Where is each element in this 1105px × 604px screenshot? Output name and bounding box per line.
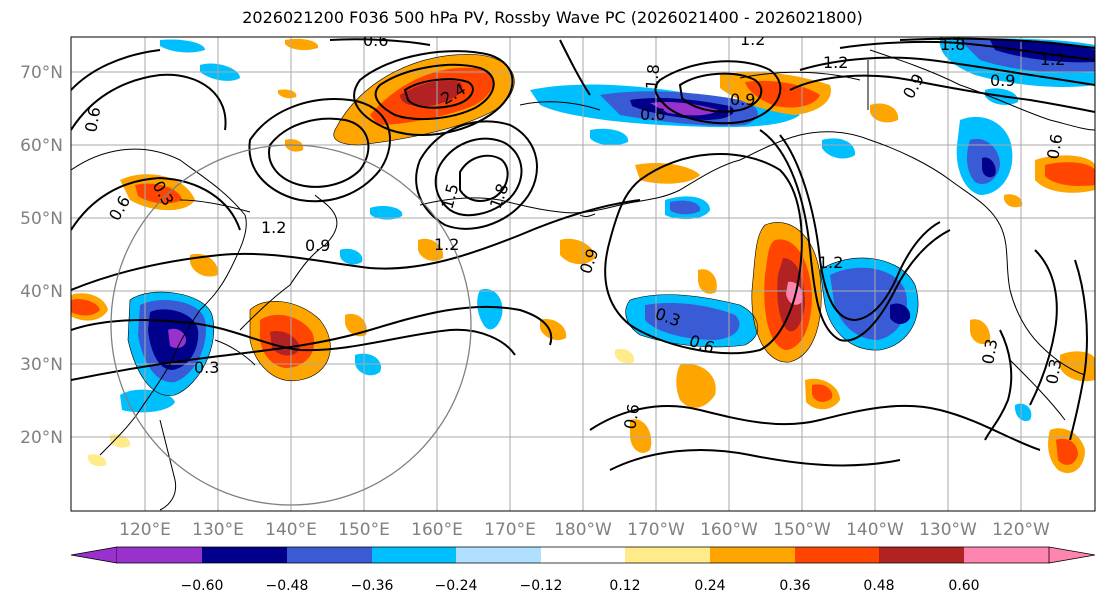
lon-label: 150°E xyxy=(338,520,390,540)
colorbar-tick: 0.24 xyxy=(694,578,725,594)
colorbar-tick: −0.12 xyxy=(520,578,563,594)
colorbar-swatch xyxy=(287,547,372,563)
colorbar-tick: −0.36 xyxy=(351,578,394,594)
contour-label: 1.2 xyxy=(1040,50,1065,69)
contour-label: 0.6 xyxy=(640,105,665,124)
colorbar-swatch xyxy=(372,547,456,563)
map-title: 2026021200 F036 500 hPa PV, Rossby Wave … xyxy=(242,8,863,27)
lon-label: 130°W xyxy=(919,520,977,540)
contour-label: 0.3 xyxy=(978,337,1001,365)
contour-label: 1.2 xyxy=(434,235,459,254)
lat-label: 70°N xyxy=(20,63,63,83)
negative-anomaly-shading xyxy=(120,38,1095,422)
colorbar-tick: 0.12 xyxy=(609,578,640,594)
colorbar-swatch xyxy=(879,547,964,563)
contour-label: 0.6 xyxy=(363,31,388,50)
contour-label: 1.2 xyxy=(261,218,286,237)
lon-label: 180°W xyxy=(554,520,612,540)
contour-label: 0.6 xyxy=(81,105,104,133)
colorbar-swatch xyxy=(117,547,202,563)
lon-label: 170°E xyxy=(484,520,536,540)
colorbar-swatch xyxy=(795,547,879,563)
colorbar-swatch xyxy=(456,547,541,563)
contour-label: 0.3 xyxy=(194,358,219,377)
contour-label: 1.2 xyxy=(823,53,848,72)
colorbar-tick: −0.60 xyxy=(181,578,224,594)
lon-label: 120°E xyxy=(119,520,171,540)
contour-label: 1.8 xyxy=(642,63,663,90)
map-frame xyxy=(70,36,1096,512)
longitude-labels: 120°E 130°E 140°E 150°E 160°E 170°E 180°… xyxy=(119,520,1050,540)
lon-label: 130°E xyxy=(192,520,244,540)
colorbar-swatch xyxy=(964,547,1049,563)
colorbar-tick: −0.48 xyxy=(266,578,309,594)
contour-label: 1.5 xyxy=(936,25,961,44)
colorbar: −0.60 −0.48 −0.36 −0.24 −0.12 0.12 0.24 … xyxy=(70,546,1096,594)
lon-label: 120°W xyxy=(992,520,1050,540)
colorbar-swatch xyxy=(710,547,795,563)
latitude-labels: 70°N 60°N 50°N 40°N 30°N 20°N xyxy=(20,63,63,448)
lon-label: 140°E xyxy=(265,520,317,540)
contour-label: 1.8 xyxy=(940,35,965,54)
colorbar-tick: 0.60 xyxy=(948,578,979,594)
graticule xyxy=(71,37,1095,511)
contour-label: 0.9 xyxy=(990,71,1015,90)
colorbar-tick: −0.24 xyxy=(435,578,478,594)
lon-label: 170°W xyxy=(627,520,685,540)
lon-label: 150°W xyxy=(773,520,831,540)
lat-label: 30°N xyxy=(20,355,63,375)
positive-anomaly-shading xyxy=(71,38,1095,474)
colorbar-swatch xyxy=(1048,546,1096,564)
contour-label: 0.9 xyxy=(730,90,755,109)
lon-label: 160°E xyxy=(411,520,463,540)
colorbar-swatch xyxy=(625,547,710,563)
contour-label: 0.3 xyxy=(1042,357,1065,385)
coastlines xyxy=(71,49,1095,511)
contour-label: 1.2 xyxy=(818,253,843,272)
lat-label: 40°N xyxy=(20,282,63,302)
colorbar-swatch xyxy=(70,546,118,564)
colorbar-swatch xyxy=(202,547,287,563)
contour-label: 0.6 xyxy=(1043,132,1066,160)
anomaly-outlines xyxy=(127,54,919,396)
contour-label: 1.2 xyxy=(740,30,765,49)
colorbar-tick: 0.36 xyxy=(779,578,810,594)
lon-label: 160°W xyxy=(700,520,758,540)
lat-label: 60°N xyxy=(20,136,63,156)
radius-circle xyxy=(110,144,472,506)
lat-label: 20°N xyxy=(20,428,63,448)
contour-label: 0.6 xyxy=(620,402,643,430)
colorbar-tick: 0.48 xyxy=(863,578,894,594)
contour-label: 0.9 xyxy=(305,236,330,255)
lon-label: 140°W xyxy=(846,520,904,540)
colorbar-swatch xyxy=(541,547,625,563)
lat-label: 50°N xyxy=(20,209,63,229)
map-plot-area: 0.6 0.6 1.2 1.5 1.8 2.4 1.2 0.9 0.3 1.8 … xyxy=(71,25,1095,511)
pv-contours xyxy=(71,37,1095,471)
